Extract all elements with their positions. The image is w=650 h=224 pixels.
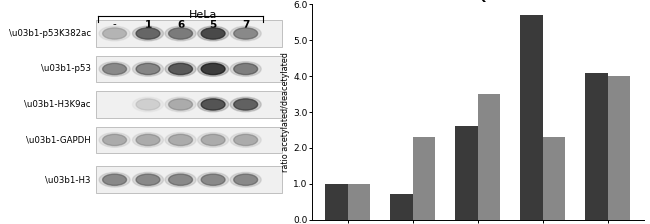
Text: \u03b1-p53K382ac: \u03b1-p53K382ac [8, 29, 91, 38]
Bar [96, 166, 281, 193]
Bar [543, 137, 566, 220]
Bar [455, 126, 478, 220]
Ellipse shape [198, 26, 229, 41]
Bar [325, 184, 348, 220]
Ellipse shape [202, 28, 225, 39]
Ellipse shape [202, 99, 225, 110]
Ellipse shape [136, 174, 160, 185]
Title: Western Blot Quantification: Western Blot Quantification [369, 0, 587, 3]
Ellipse shape [133, 133, 164, 147]
Ellipse shape [168, 134, 192, 146]
Ellipse shape [230, 97, 261, 112]
Ellipse shape [136, 134, 160, 146]
Ellipse shape [234, 99, 257, 110]
Text: \u03b1-H3K9ac: \u03b1-H3K9ac [24, 100, 91, 109]
Ellipse shape [103, 134, 127, 146]
Ellipse shape [136, 63, 160, 75]
Ellipse shape [133, 62, 164, 76]
Ellipse shape [165, 97, 196, 112]
Ellipse shape [234, 134, 257, 146]
Ellipse shape [136, 28, 160, 39]
Ellipse shape [230, 26, 261, 41]
Text: -: - [112, 19, 116, 30]
Bar [96, 127, 281, 153]
Ellipse shape [168, 63, 192, 75]
Ellipse shape [230, 62, 261, 76]
Text: \u03b1-GAPDH: \u03b1-GAPDH [26, 136, 91, 144]
Bar [585, 73, 608, 220]
Text: 6: 6 [177, 19, 184, 30]
Ellipse shape [198, 172, 229, 187]
Ellipse shape [136, 99, 160, 110]
Ellipse shape [202, 174, 225, 185]
Ellipse shape [198, 133, 229, 147]
Text: 5: 5 [209, 19, 216, 30]
Bar [478, 94, 500, 220]
Text: \u03b1-p53: \u03b1-p53 [41, 65, 91, 73]
Ellipse shape [133, 26, 164, 41]
Ellipse shape [103, 174, 127, 185]
Ellipse shape [133, 172, 164, 187]
Ellipse shape [198, 97, 229, 112]
Ellipse shape [165, 62, 196, 76]
Ellipse shape [230, 133, 261, 147]
Text: \u03b1-H3: \u03b1-H3 [46, 175, 91, 184]
Ellipse shape [165, 172, 196, 187]
Ellipse shape [234, 174, 257, 185]
Bar [96, 56, 281, 82]
Ellipse shape [234, 63, 257, 75]
Ellipse shape [103, 63, 127, 75]
Bar [608, 76, 630, 220]
Ellipse shape [234, 28, 257, 39]
Ellipse shape [99, 62, 130, 76]
Text: 7: 7 [242, 19, 250, 30]
Ellipse shape [165, 133, 196, 147]
Ellipse shape [168, 99, 192, 110]
Ellipse shape [168, 174, 192, 185]
Bar [96, 91, 281, 118]
Ellipse shape [99, 26, 130, 41]
Ellipse shape [165, 26, 196, 41]
Ellipse shape [133, 97, 164, 112]
Bar [413, 137, 436, 220]
Ellipse shape [168, 28, 192, 39]
Text: 1: 1 [144, 19, 151, 30]
Y-axis label: ratio acetylated/deacetylated: ratio acetylated/deacetylated [281, 52, 291, 172]
Ellipse shape [202, 134, 225, 146]
Ellipse shape [99, 133, 130, 147]
Bar [520, 15, 543, 220]
Bar [96, 20, 281, 47]
Text: HeLa: HeLa [188, 10, 217, 20]
Ellipse shape [103, 28, 127, 39]
Ellipse shape [202, 63, 225, 75]
Ellipse shape [198, 62, 229, 76]
Ellipse shape [99, 172, 130, 187]
Bar [348, 184, 370, 220]
Ellipse shape [230, 172, 261, 187]
Bar [390, 194, 413, 220]
